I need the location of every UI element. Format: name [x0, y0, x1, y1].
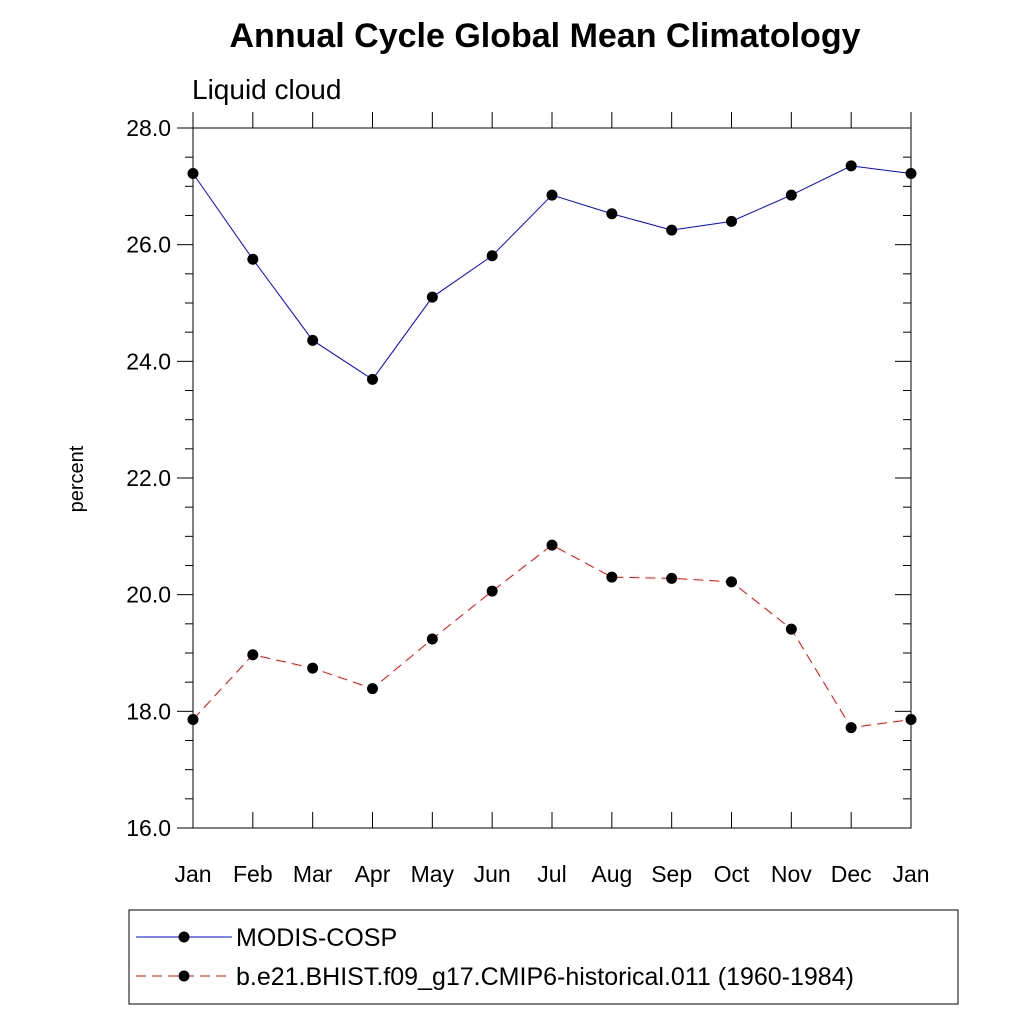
y-tick-label: 26.0	[126, 232, 171, 258]
series-2-point	[546, 539, 558, 551]
series-1-point	[546, 189, 558, 201]
x-tick-label: Sep	[651, 861, 692, 887]
series-2-point	[845, 722, 857, 734]
x-axis: Jan Feb Mar Apr May Jun Jul Aug Sep Oct Nov Dec Jan	[174, 112, 930, 887]
x-tick-label: Dec	[831, 861, 872, 887]
series-2-point	[426, 633, 438, 645]
legend-label-2: b.e21.BHIST.f09_g17.CMIP6-historical.011…	[236, 963, 854, 991]
x-tick-label: Jul	[537, 861, 566, 887]
series-1-point	[426, 291, 438, 303]
series-1-point	[726, 215, 737, 227]
chart-subtitle: Liquid cloud	[192, 74, 341, 105]
x-tick-label: Jan	[892, 861, 929, 887]
y-tick-label: 16.0	[126, 815, 171, 841]
series-1-point	[486, 250, 498, 262]
legend-label-1: MODIS-COSP	[236, 924, 397, 952]
series-1-point	[845, 160, 857, 172]
x-tick-label: Feb	[233, 861, 273, 887]
x-tick-label: Aug	[591, 861, 632, 887]
x-tick-label: Apr	[355, 861, 391, 887]
series-1-point	[307, 334, 319, 346]
x-tick-label: Mar	[293, 861, 333, 887]
y-tick-label: 24.0	[126, 348, 171, 374]
y-tick-label: 18.0	[126, 698, 171, 724]
y-tick-label: 28.0	[126, 115, 171, 141]
series-2-point	[606, 571, 618, 583]
x-tick-label: Jan	[174, 861, 211, 887]
series-2-point	[486, 585, 498, 597]
legend: MODIS-COSP b.e21.BHIST.f09_g17.CMIP6-hist…	[128, 909, 959, 1005]
y-axis-label: percent	[66, 445, 88, 512]
series-2-point	[187, 714, 199, 725]
series-1-point	[666, 224, 678, 236]
series-2-point	[905, 714, 917, 725]
series-2-point	[666, 572, 678, 584]
legend-marker-2	[178, 970, 190, 982]
series-1-point	[785, 189, 797, 201]
y-tick-label: 22.0	[126, 465, 171, 491]
series-2-point	[307, 662, 319, 674]
series-2-point	[726, 576, 737, 588]
y-tick-label: 20.0	[126, 582, 171, 608]
legend-marker-1	[178, 931, 190, 943]
chart-title: Annual Cycle Global Mean Climatology	[230, 17, 861, 55]
series-1-point	[606, 208, 618, 220]
plot-frame	[192, 127, 912, 829]
series-layer	[187, 160, 917, 734]
legend-box	[128, 909, 959, 1005]
series-2-point	[367, 683, 378, 695]
series-2-point	[785, 623, 797, 635]
x-tick-label: May	[411, 861, 455, 887]
x-tick-label: Nov	[771, 861, 812, 887]
x-tick-label: Jun	[474, 861, 511, 887]
series-1-point	[905, 168, 917, 179]
series-1-point	[187, 168, 199, 179]
series-1-point	[247, 253, 259, 265]
y-axis: 16.0 18.0 20.0 22.0 24.0 26.0 28.0	[126, 115, 911, 841]
series-1-point	[367, 373, 378, 385]
x-tick-label: Oct	[714, 861, 750, 887]
series-line-2	[192, 544, 912, 729]
series-2-point	[247, 649, 259, 661]
